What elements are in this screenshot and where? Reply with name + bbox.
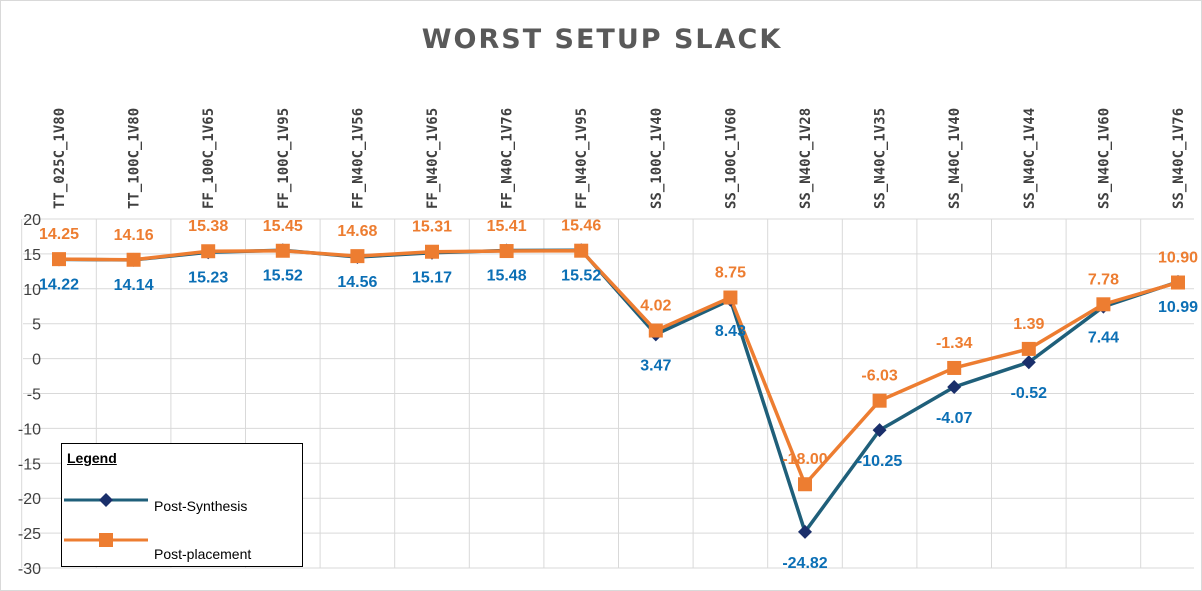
- y-tick-label: -20: [18, 491, 41, 508]
- category-label: SS_N40C_1V44: [1022, 108, 1038, 209]
- point-post-placement: [1171, 275, 1185, 290]
- data-label-post-synthesis: 3.47: [640, 357, 671, 374]
- point-post-placement: [648, 323, 663, 338]
- data-label-post-synthesis: 14.22: [39, 276, 79, 293]
- category-label: FF_N40C_1V95: [574, 108, 590, 209]
- data-label-post-synthesis: -10.25: [857, 453, 902, 470]
- category-label: FF_N40C_1V56: [350, 108, 366, 209]
- data-label-post-synthesis: 15.17: [412, 270, 452, 287]
- y-tick-label: 5: [32, 317, 41, 334]
- data-label-post-placement: 8.75: [715, 265, 746, 282]
- point-post-synthesis: [798, 524, 812, 539]
- y-tick-label: 10: [23, 282, 41, 299]
- data-label-post-placement: 15.38: [188, 218, 228, 235]
- y-tick-label: 20: [23, 212, 41, 229]
- data-label-post-placement: 15.31: [412, 219, 452, 236]
- data-label-post-placement: 14.68: [337, 223, 377, 240]
- y-tick-label: -15: [18, 456, 41, 473]
- data-label-post-placement: 15.41: [487, 218, 527, 235]
- y-tick-label: 15: [23, 247, 41, 264]
- category-labels: TT_025C_1V80 TT_100C_1V80 FF_100C_1V65 FF_1…: [52, 108, 1187, 209]
- legend-swatch-post-synthesis: [64, 493, 148, 507]
- data-label-post-placement: 14.16: [114, 227, 154, 244]
- data-label-post-synthesis: -4.07: [936, 410, 973, 427]
- data-labels: 14.25 14.22 14.16 14.14 15.38 15.23 15.45 15.52…: [39, 218, 1198, 572]
- point-post-placement: [947, 360, 962, 375]
- category-label: TT_025C_1V80: [52, 108, 68, 209]
- point-post-placement: [350, 249, 365, 264]
- point-post-synthesis: [872, 423, 887, 438]
- data-label-post-synthesis: 15.23: [188, 269, 228, 286]
- category-label: SS_N40C_1V40: [947, 108, 963, 209]
- category-label: FF_N40C_1V76: [500, 108, 516, 209]
- legend-label-post-synthesis: Post-Synthesis: [154, 498, 248, 514]
- data-label-post-placement: -6.03: [861, 368, 898, 385]
- legend-swatch-post-placement: [64, 533, 148, 547]
- point-post-placement: [275, 243, 290, 258]
- point-post-placement: [126, 252, 141, 267]
- point-post-placement: [798, 477, 812, 492]
- category-label: SS_N40C_1V28: [798, 108, 814, 209]
- category-label: FF_N40C_1V65: [425, 108, 441, 209]
- y-tick-label: 0: [32, 352, 41, 369]
- point-post-placement: [1021, 341, 1036, 356]
- data-label-post-synthesis: 15.48: [487, 268, 527, 285]
- y-tick-label: -30: [18, 561, 41, 578]
- y-tick-label: -25: [18, 526, 41, 543]
- category-label: TT_100C_1V80: [127, 108, 143, 209]
- data-label-post-placement: -1.34: [936, 335, 973, 352]
- data-label-post-synthesis: 14.14: [114, 277, 154, 294]
- point-post-synthesis: [1021, 355, 1036, 370]
- legend-label-post-placement: Post-placement: [154, 546, 252, 562]
- y-axis-ticks: 20 15 10 5 0 -5 -10 -15 -20 -25 -30: [18, 212, 41, 578]
- data-label-post-synthesis: 7.44: [1088, 330, 1119, 347]
- y-tick-label: -5: [27, 387, 41, 404]
- data-label-post-placement: 15.46: [561, 218, 601, 235]
- series-line-post-placement: [58, 248, 1179, 486]
- data-label-post-synthesis: 15.52: [561, 267, 601, 284]
- category-label: SS_100C_1V40: [649, 108, 665, 209]
- point-post-synthesis: [947, 380, 962, 395]
- data-label-post-placement: 7.78: [1088, 271, 1119, 288]
- data-label-post-synthesis: -24.82: [782, 555, 827, 572]
- category-label: SS_N40C_1V76: [1171, 108, 1187, 209]
- point-post-placement: [872, 393, 887, 408]
- series-lines: [52, 243, 1185, 539]
- data-label-post-synthesis: 15.52: [263, 267, 303, 284]
- category-label: FF_100C_1V65: [201, 108, 217, 209]
- point-post-placement: [574, 243, 589, 258]
- legend: Legend Post-Synthesis Post-placement: [61, 443, 303, 567]
- point-post-placement: [723, 290, 738, 305]
- point-post-placement: [1096, 297, 1111, 312]
- data-label-post-placement: -18.00: [782, 451, 827, 468]
- y-tick-label: -10: [18, 421, 41, 438]
- point-post-placement: [201, 244, 216, 259]
- point-post-placement: [52, 252, 66, 267]
- data-label-post-synthesis: 10.99: [1158, 299, 1198, 316]
- data-label-post-synthesis: -0.52: [1011, 385, 1048, 402]
- data-label-post-placement: 4.02: [640, 298, 671, 315]
- data-label-post-placement: 15.45: [263, 218, 303, 235]
- category-label: SS_N40C_1V35: [873, 108, 889, 209]
- data-label-post-placement: 14.25: [39, 226, 79, 243]
- category-label: FF_100C_1V95: [276, 108, 292, 209]
- category-label: SS_100C_1V60: [723, 108, 739, 209]
- legend-title: Legend: [67, 450, 117, 466]
- point-post-placement: [499, 244, 514, 259]
- category-label: SS_N40C_1V60: [1096, 108, 1112, 209]
- chart-title: WORST SETUP SLACK: [422, 24, 783, 55]
- data-label-post-synthesis: 14.56: [337, 274, 377, 291]
- data-label-post-placement: 10.90: [1158, 250, 1198, 267]
- point-post-placement: [425, 244, 439, 259]
- data-label-post-synthesis: 8.43: [715, 323, 746, 340]
- data-label-post-placement: 1.39: [1013, 316, 1044, 333]
